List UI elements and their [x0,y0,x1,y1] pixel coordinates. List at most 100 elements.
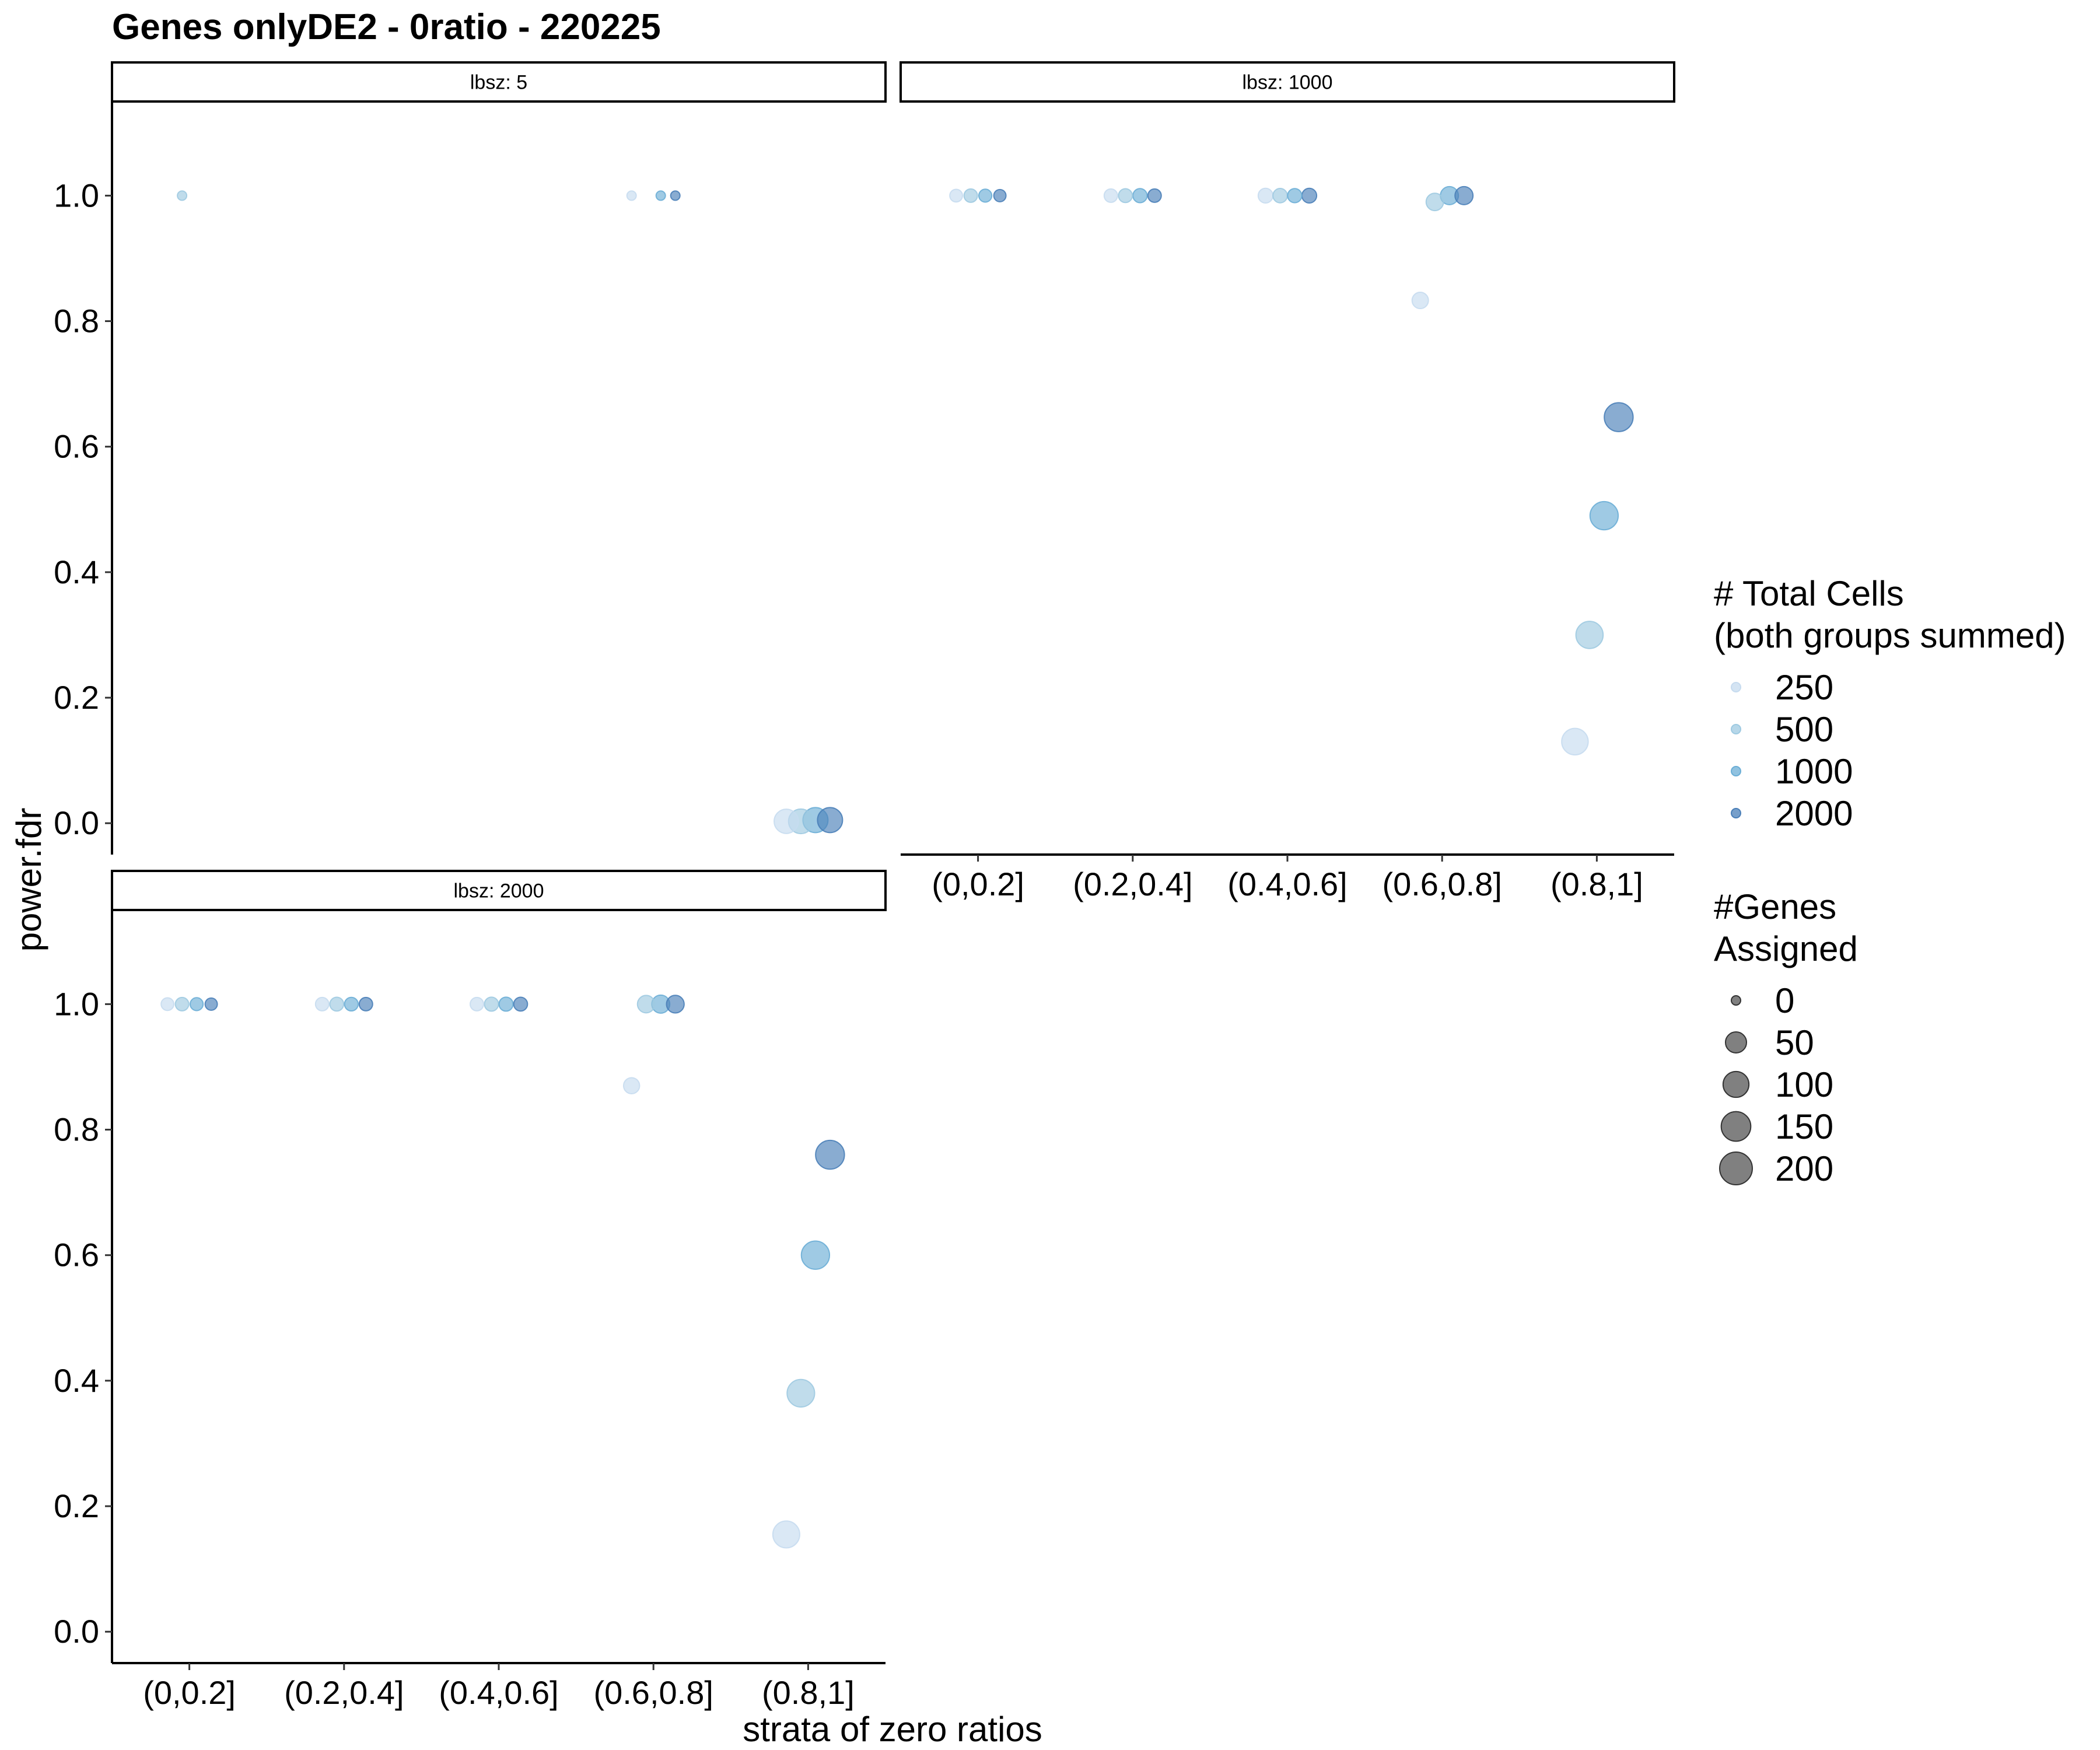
chart-title: Genes onlyDE2 - 0ratio - 220225 [112,7,661,47]
color-legend-swatch [1731,766,1741,776]
data-point [622,1077,640,1094]
data-point [786,1378,816,1408]
data-point [314,996,330,1012]
data-point [470,996,484,1012]
size-legend-label: 0 [1775,981,1794,1020]
data-point [1118,188,1133,204]
data-point [978,188,993,203]
data-point [772,1520,800,1549]
color-legend-swatch [1731,682,1741,692]
data-point [174,996,190,1012]
x-tick-label: (0.4,0.6] [439,1674,558,1711]
data-point [670,190,681,201]
facet-strip-label: lbsz: 1000 [1242,72,1333,94]
size-legend-title: #Genes [1714,887,1836,926]
data-point [329,996,345,1012]
data-point [204,997,218,1011]
x-tick-label: (0.4,0.6] [1227,866,1347,902]
y-tick-label: 0.8 [54,303,99,340]
facet-panels: lbsz: 5 0.0 0.2 0.4 0.6 0.8 1.0 lbsz: 1000 (0,0.… [54,61,1675,1711]
data-point [800,1240,831,1270]
data-point [177,190,188,201]
data-point [1454,186,1474,205]
y-axis-title: power.fdr [9,808,48,952]
y-tick-label: 0.6 [54,428,99,465]
x-tick-label: (0.6,0.8] [593,1674,713,1711]
data-point [1132,188,1148,204]
data-point [626,190,637,201]
color-legend-label: 2000 [1775,794,1853,833]
size-legend-swatch [1725,1031,1747,1054]
data-point [358,996,373,1012]
size-legend-label: 150 [1775,1107,1833,1146]
y-tick-label: 0.2 [54,1488,99,1524]
color-legend-swatch [1731,808,1741,818]
size-legend-label: 200 [1775,1149,1833,1188]
x-tick-label: (0.8,1] [1550,866,1643,902]
data-point [484,996,499,1012]
x-tick-label: (0.8,1] [762,1674,855,1711]
color-legend-label: 500 [1775,710,1833,749]
facet-panel: lbsz: 5 0.0 0.2 0.4 0.6 0.8 1.0 [54,61,887,855]
data-point [817,807,844,834]
y-tick-label: 1.0 [54,985,99,1022]
y-tick-label: 0.0 [54,804,99,841]
data-point [190,997,204,1012]
color-legend-label: 250 [1775,668,1833,707]
data-point [160,997,174,1012]
data-point [1287,188,1303,204]
data-point [666,995,685,1014]
y-tick-label: 0.4 [54,1362,99,1399]
data-point [1103,188,1118,203]
data-point [1301,187,1318,204]
y-tick-label: 0.8 [54,1111,99,1148]
x-tick-label: (0,0.2] [932,866,1024,902]
data-point [993,188,1007,202]
data-point [963,188,978,203]
y-tick-label: 1.0 [54,177,99,214]
facet-strip [111,61,887,103]
data-point [1272,188,1288,204]
data-point [774,808,799,834]
x-tick-label: (0.2,0.4] [1073,866,1192,902]
data-point [1575,621,1604,649]
y-tick-label: 0.4 [54,554,99,590]
data-point [949,188,963,203]
data-point [513,996,528,1012]
data-point [1147,188,1162,203]
y-tick-label: 0.6 [54,1237,99,1273]
x-tick-label: (0.2,0.4] [284,1674,404,1711]
color-legend-swatch [1731,724,1741,734]
data-point [344,996,359,1012]
x-tick-label: (0,0.2] [143,1674,236,1711]
y-tick-label: 0.0 [54,1613,99,1650]
data-point [1257,187,1274,204]
facet-panel: lbsz: 1000 (0,0.2] (0.2,0.4] (0.4,0.6] (0.6,… [900,61,1675,902]
data-point [655,190,666,201]
color-legend-title: (both groups summed) [1714,616,2066,655]
size-legend-swatch [1720,1111,1752,1142]
facet-strip [900,61,1675,103]
data-point [498,996,514,1012]
facet-panel: lbsz: 2000 0.0 0.2 0.4 0.6 0.8 1.0 (0,0.2] (0.2,… [54,870,887,1711]
size-legend-label: 100 [1775,1065,1833,1104]
y-tick-label: 0.2 [54,679,99,716]
color-legend-title: # Total Cells [1714,574,1904,613]
data-point [815,1139,845,1170]
facet-strip-label: lbsz: 5 [470,72,527,94]
data-point [1411,292,1429,310]
data-point [1561,727,1589,756]
facet-strip [111,870,887,911]
size-legend-swatch [1719,1152,1753,1185]
color-legend-label: 1000 [1775,752,1853,791]
data-point [1425,192,1444,212]
data-point [636,995,656,1014]
legends: # Total Cells(both groups summed)2505001… [1714,574,2066,1188]
facet-strip-label: lbsz: 2000 [454,880,544,902]
size-legend-title: Assigned [1714,929,1858,968]
size-legend-label: 50 [1775,1023,1814,1062]
size-legend-swatch [1722,1070,1750,1098]
data-point [1604,402,1634,432]
x-tick-label: (0.6,0.8] [1382,866,1502,902]
